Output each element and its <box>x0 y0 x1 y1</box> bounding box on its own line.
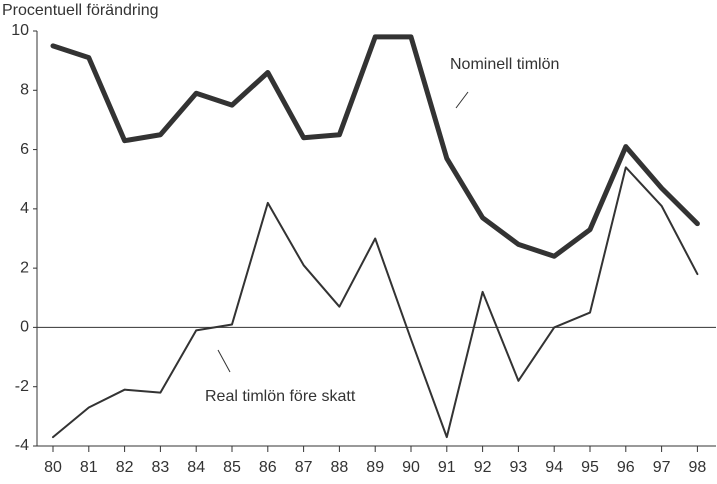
y-axis-label: Procentuell förändring <box>2 2 159 19</box>
x-tick-label: 93 <box>510 459 528 476</box>
x-tick-label: 85 <box>223 459 241 476</box>
x-tick-label: 92 <box>474 459 492 476</box>
y-tick-label: 2 <box>20 259 29 276</box>
y-tick-label: -2 <box>15 378 29 395</box>
y-tick-label: -4 <box>15 437 29 454</box>
series-line <box>50 34 700 259</box>
series-annotation: Nominell timlön <box>450 56 559 73</box>
x-tick-label: 89 <box>366 459 384 476</box>
x-tick-label: 96 <box>617 459 635 476</box>
x-tick-label: 84 <box>187 459 205 476</box>
x-tick-label: 86 <box>259 459 277 476</box>
x-tick-label: 88 <box>331 459 349 476</box>
annotation-leader <box>455 91 469 109</box>
x-tick-label: 91 <box>438 459 456 476</box>
x-tick-label: 83 <box>152 459 170 476</box>
x-tick-label: 82 <box>116 459 134 476</box>
x-tick-label: 80 <box>44 459 62 476</box>
annotation-leader <box>217 349 231 373</box>
y-tick-label: 0 <box>20 319 29 336</box>
x-tick-label: 97 <box>653 459 671 476</box>
x-tick-label: 95 <box>581 459 599 476</box>
y-tick-label: 8 <box>20 82 29 99</box>
series-line <box>52 166 699 439</box>
x-tick-label: 81 <box>80 459 98 476</box>
x-tick-label: 87 <box>295 459 313 476</box>
x-tick-label: 90 <box>402 459 420 476</box>
y-tick-label: 10 <box>11 22 29 39</box>
x-tick-label: 98 <box>689 459 707 476</box>
series-annotation: Real timlön före skatt <box>205 388 356 405</box>
x-tick-label: 94 <box>545 459 563 476</box>
y-tick-label: 4 <box>20 200 29 217</box>
y-tick-label: 6 <box>20 141 29 158</box>
